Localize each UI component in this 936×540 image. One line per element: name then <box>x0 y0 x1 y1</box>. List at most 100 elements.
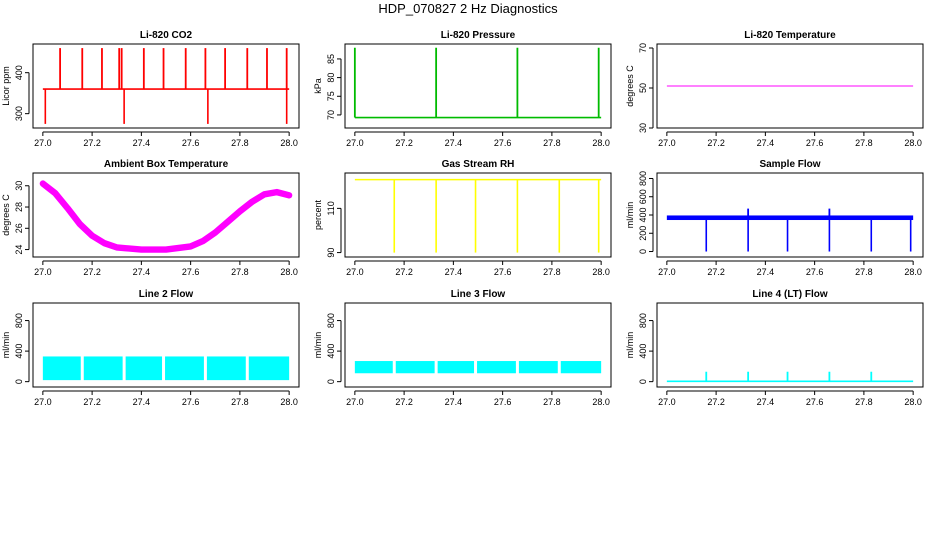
chart-title: Li-820 Temperature <box>744 30 836 41</box>
y-axis-label: percent <box>313 199 323 230</box>
y-tick-label: 0 <box>638 249 648 254</box>
x-tick-label: 27.8 <box>855 138 873 148</box>
y-tick-label: 300 <box>14 106 24 121</box>
x-tick-label: 27.4 <box>133 138 151 148</box>
series-line2 <box>42 356 290 381</box>
x-tick-label: 27.0 <box>658 138 676 148</box>
y-axis-label: degrees C <box>1 194 11 236</box>
plot-frame <box>32 43 300 129</box>
y-tick-label: 400 <box>326 344 336 359</box>
x-tick-label: 27.8 <box>543 397 561 407</box>
x-tick-label: 27.0 <box>658 267 676 277</box>
x-tick-label: 27.2 <box>83 267 101 277</box>
series-sample_flow <box>666 208 914 252</box>
x-tick-label: 27.8 <box>231 138 249 148</box>
x-tick-label: 28.0 <box>592 267 610 277</box>
x-tick-label: 27.6 <box>494 397 512 407</box>
plot-frame <box>344 172 612 258</box>
series-line4 <box>666 371 914 383</box>
chart-title: Li-820 CO2 <box>140 30 193 41</box>
y-axis-label: ml/min <box>1 332 11 359</box>
y-tick-label: 400 <box>14 344 24 359</box>
x-tick-label: 27.2 <box>83 138 101 148</box>
series-segment <box>354 361 393 374</box>
chart-co2: Li-820 CO2 27.0 27.2 27.4 27.6 27.8 28.0 300 400… <box>1 30 300 148</box>
y-tick-label: 26 <box>14 223 24 233</box>
x-tick-label: 27.4 <box>133 397 151 407</box>
x-tick-label: 27.0 <box>346 397 364 407</box>
chart-title: Line 2 Flow <box>139 289 194 300</box>
y-tick-label: 30 <box>638 123 648 133</box>
x-tick-label: 28.0 <box>904 138 922 148</box>
chart-title: Sample Flow <box>759 159 820 170</box>
page-title: HDP_070827 2 Hz Diagnostics <box>378 1 558 16</box>
y-tick-label: 30 <box>14 181 24 191</box>
x-tick-label: 27.8 <box>231 397 249 407</box>
x-tick-label: 27.0 <box>346 138 364 148</box>
y-tick-label: 0 <box>638 379 648 384</box>
x-tick-label: 27.8 <box>855 397 873 407</box>
series-segment <box>125 356 163 381</box>
y-tick-label: 400 <box>14 65 24 80</box>
y-tick-label: 28 <box>14 202 24 212</box>
x-tick-label: 27.2 <box>707 138 725 148</box>
x-tick-label: 27.6 <box>806 267 824 277</box>
series-segment <box>83 356 123 381</box>
x-tick-label: 28.0 <box>904 267 922 277</box>
plot-frame <box>344 302 612 388</box>
x-tick-label: 27.6 <box>494 267 512 277</box>
plot-frame <box>344 43 612 129</box>
series-segment <box>42 356 81 381</box>
series-band <box>666 215 914 221</box>
x-tick-label: 27.0 <box>346 267 364 277</box>
series-pressure <box>353 47 602 119</box>
series-segment <box>248 356 290 381</box>
x-tick-label: 27.6 <box>182 138 200 148</box>
x-tick-label: 27.6 <box>182 397 200 407</box>
chart-licor_temp: Li-820 Temperature 27.0 27.2 27.4 27.6 27.8 28… <box>625 30 924 148</box>
x-tick-label: 27.8 <box>855 267 873 277</box>
y-tick-label: 0 <box>14 379 24 384</box>
x-tick-label: 27.4 <box>757 397 775 407</box>
series-co2 <box>42 48 290 124</box>
y-tick-label: 24 <box>14 245 24 255</box>
series-ambient_temp <box>39 180 293 253</box>
y-tick-label: 400 <box>638 207 648 222</box>
y-axis-label: ml/min <box>625 202 635 229</box>
chart-title: Gas Stream RH <box>442 159 515 170</box>
series-segment <box>395 361 435 374</box>
x-tick-label: 27.6 <box>806 138 824 148</box>
chart-line2: Line 2 Flow 27.0 27.2 27.4 27.6 27.8 28.0 0 400 8… <box>1 289 300 407</box>
x-tick-label: 27.4 <box>757 267 775 277</box>
y-tick-label: 90 <box>326 248 336 258</box>
y-tick-label: 70 <box>638 43 648 53</box>
y-tick-label: 110 <box>326 201 336 215</box>
x-tick-label: 27.0 <box>34 397 52 407</box>
x-tick-label: 27.4 <box>133 267 151 277</box>
x-tick-label: 27.8 <box>543 267 561 277</box>
x-tick-label: 27.0 <box>34 138 52 148</box>
plot-frame <box>656 302 924 388</box>
y-tick-label: 80 <box>326 73 336 83</box>
x-tick-label: 28.0 <box>904 397 922 407</box>
x-tick-label: 27.6 <box>494 138 512 148</box>
y-tick-label: 800 <box>638 313 648 328</box>
y-tick-label: 800 <box>326 313 336 328</box>
series-segment <box>437 361 475 374</box>
series-segment <box>165 356 204 381</box>
series-segment <box>477 361 516 374</box>
y-axis-label: Licor ppm <box>1 66 11 106</box>
x-tick-label: 28.0 <box>280 267 298 277</box>
x-tick-label: 27.8 <box>231 267 249 277</box>
x-tick-label: 27.2 <box>395 397 413 407</box>
x-tick-label: 27.2 <box>83 397 101 407</box>
x-tick-label: 27.0 <box>34 267 52 277</box>
series-band <box>39 180 293 253</box>
y-tick-label: 50 <box>638 83 648 93</box>
x-tick-label: 27.2 <box>707 267 725 277</box>
plot-frame <box>656 43 924 129</box>
series-segment <box>560 361 602 374</box>
y-axis-label: kPa <box>313 78 323 94</box>
chart-line4: Line 4 (LT) Flow 27.0 27.2 27.4 27.6 27.8 28.0… <box>625 289 924 407</box>
chart-rh: Gas Stream RH 27.0 27.2 27.4 27.6 27.8 28.0 90 1… <box>313 159 612 277</box>
